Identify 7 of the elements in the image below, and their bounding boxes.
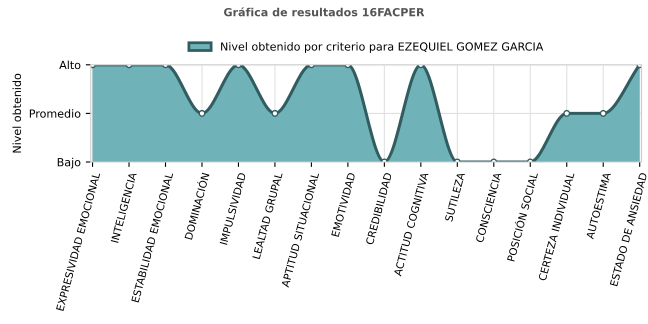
category-label: Promedio	[30, 109, 80, 118]
category-label: Bajo	[58, 158, 80, 169]
y-axis-title: Nivel obtenido	[12, 74, 22, 153]
category-label: Alto	[59, 60, 80, 70]
chart-title: Gráfica de resultados 16FACPER	[224, 7, 424, 16]
legend-label: Nivel obtenido por criterio para EZEQUIEL GOMEZ GARCIA	[221, 42, 544, 53]
x-tick-label: LEALTAD GRUPAL	[252, 172, 283, 260]
